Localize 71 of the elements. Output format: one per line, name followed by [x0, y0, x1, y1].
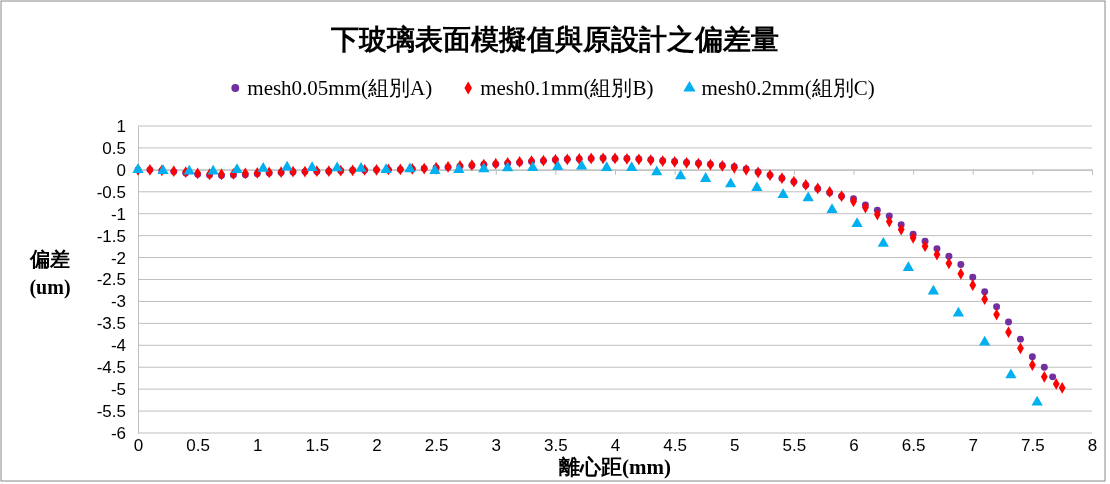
- point: [207, 164, 219, 175]
- point: [306, 161, 318, 171]
- x-tick-label: 0.5: [186, 436, 210, 456]
- x-tick-label: 0: [133, 436, 144, 456]
- point: [674, 169, 687, 180]
- point: [281, 160, 293, 171]
- x-tick-label: 4.5: [663, 436, 687, 456]
- point: [877, 237, 889, 247]
- point: [1031, 395, 1043, 406]
- y-tick-label: 1: [116, 116, 126, 136]
- y-tick-label: -6: [110, 423, 126, 443]
- y-tick-label: -4: [110, 336, 126, 356]
- point: [527, 161, 539, 171]
- x-tick-label: 3.5: [544, 436, 568, 456]
- y-tick-label: -1: [110, 204, 126, 224]
- point: [725, 177, 737, 188]
- x-tick-label: 6: [849, 436, 859, 456]
- legend-label: mesh0.05mm(組別A): [247, 76, 433, 100]
- x-axis-title: 離心距(mm): [558, 455, 671, 479]
- point: [404, 162, 416, 173]
- x-tick-label: 1: [253, 436, 263, 456]
- point: [183, 164, 195, 175]
- y-tick-label: -3: [110, 292, 126, 312]
- point: [552, 160, 564, 171]
- y-tick-label: -3.5: [96, 314, 126, 334]
- point: [257, 162, 269, 172]
- point: [478, 162, 490, 173]
- point: [802, 191, 814, 202]
- y-tick-label: 0: [116, 160, 126, 180]
- y-tick-label: -1.5: [96, 226, 126, 246]
- point: [952, 306, 965, 317]
- point: [979, 335, 991, 346]
- point: [851, 217, 863, 228]
- y-tick-label: -5.5: [96, 402, 126, 422]
- point: [651, 165, 663, 176]
- point: [575, 159, 588, 170]
- point: [902, 261, 914, 271]
- point: [826, 203, 838, 214]
- y-tick-label: -0.5: [96, 182, 126, 202]
- y-axis-title: 偏差 (um): [29, 248, 71, 299]
- y-tick-label: -5: [110, 380, 126, 400]
- y-tick-label: -2: [110, 248, 126, 268]
- x-tick-label: 1.5: [305, 436, 330, 456]
- point: [700, 172, 712, 182]
- point: [331, 161, 343, 172]
- chart-title: 下玻璃表面模擬值與原設計之偏差量: [330, 24, 779, 55]
- x-tick-label: 2: [372, 436, 382, 456]
- point: [601, 161, 613, 171]
- point: [231, 163, 243, 174]
- x-tick-label: 6.5: [901, 436, 926, 456]
- point: [626, 161, 638, 171]
- legend-label: mesh0.1mm(組別B): [480, 76, 654, 100]
- y-tick-label: -4.5: [96, 358, 126, 378]
- point: [355, 162, 367, 172]
- legend-label: mesh0.2mm(組別C): [701, 76, 875, 100]
- point: [380, 163, 392, 174]
- x-tick-label: 2.5: [424, 436, 449, 456]
- x-tick-label: 7.5: [1021, 436, 1045, 456]
- x-tick-label: 3: [491, 436, 501, 456]
- x-tick-label: 7: [968, 436, 978, 456]
- point: [751, 181, 763, 192]
- point: [777, 188, 789, 199]
- x-tick-label: 5.5: [782, 436, 807, 456]
- point: [502, 161, 514, 172]
- x-tick-label: 4: [610, 436, 621, 456]
- y-tick-label: -2.5: [96, 270, 126, 290]
- y-tick-label: 0.5: [102, 138, 126, 158]
- point: [1005, 368, 1017, 379]
- x-tick-label: 5: [730, 436, 740, 456]
- point: [927, 284, 940, 295]
- x-tick-label: 8: [1087, 436, 1098, 456]
